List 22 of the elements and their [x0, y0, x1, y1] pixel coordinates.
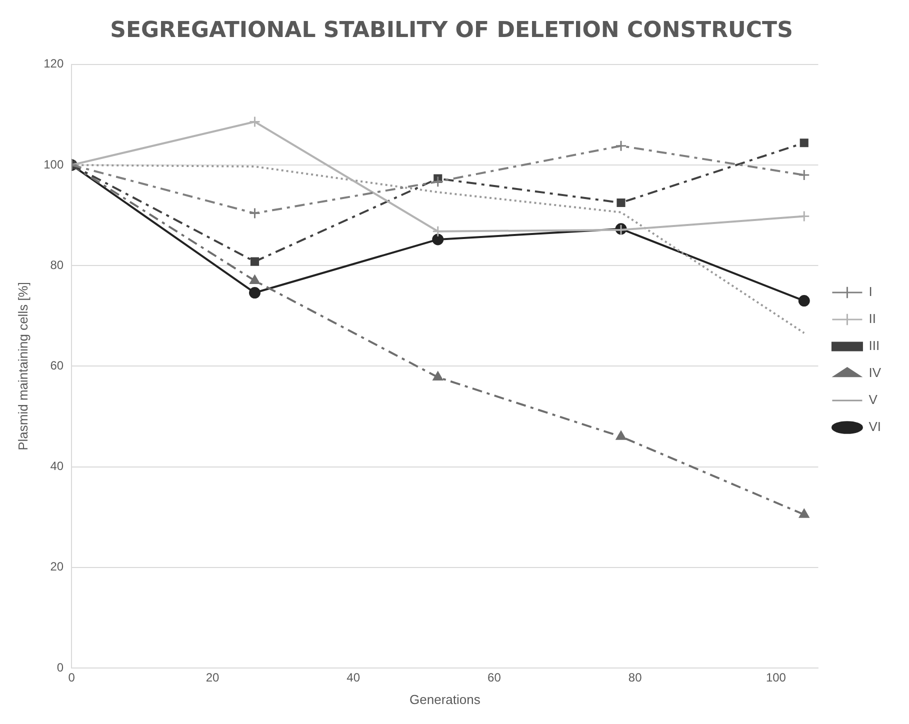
x-tick-label: 20: [206, 670, 220, 685]
legend-label: VI: [868, 419, 882, 434]
x-tick-label: 100: [766, 670, 786, 685]
legend-label: I: [868, 284, 872, 300]
x-tick-label: 60: [488, 670, 502, 685]
y-tick-label: 0: [56, 660, 64, 674]
x-tick-label: 0: [68, 670, 76, 685]
y-tick-label: 40: [50, 459, 64, 474]
legend-label: V: [868, 392, 878, 408]
legend-label: IV: [868, 365, 882, 380]
y-tick-label: 80: [50, 258, 64, 272]
y-tick-label: 60: [50, 358, 64, 373]
x-axis-title: Generations: [410, 692, 481, 707]
x-tick-label: 80: [628, 670, 642, 685]
y-tick-label: 100: [44, 157, 64, 172]
chart-title: SEGREGATIONAL STABILITY OF DELETION CONSTRUCTS: [110, 18, 793, 43]
x-tick-label: 40: [346, 670, 360, 685]
y-axis-title: Plasmid maintaining cells [%]: [15, 282, 30, 450]
legend-label: II: [868, 311, 876, 326]
y-tick-label: 120: [44, 56, 64, 71]
legend-label: III: [868, 338, 880, 354]
y-tick-label: 20: [50, 560, 64, 574]
